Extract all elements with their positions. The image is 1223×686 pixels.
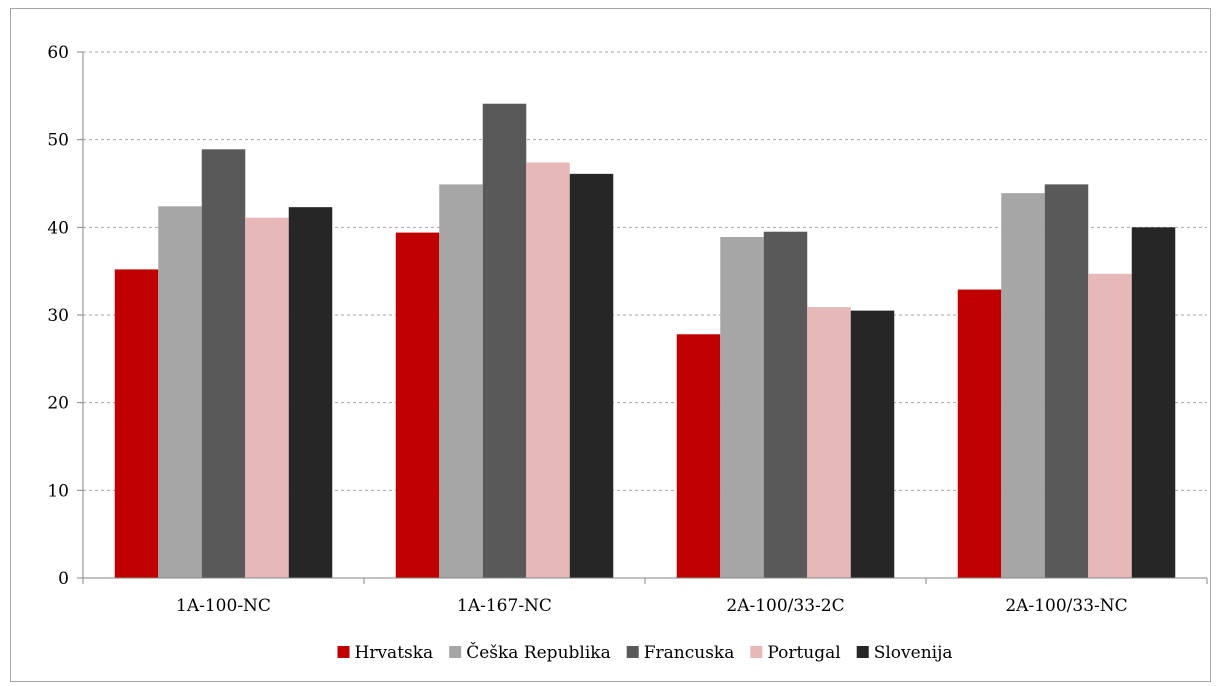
y-tick-label: 30 bbox=[47, 306, 69, 326]
y-tick-label: 20 bbox=[47, 394, 69, 414]
bar bbox=[957, 289, 1002, 578]
bar bbox=[1001, 193, 1045, 579]
legend: Hrvatska Češka Republika Francuska Portugal… bbox=[337, 642, 953, 663]
category-label: 2A-100/33-NC bbox=[1005, 596, 1127, 616]
y-tick-labels: 0 10 20 30 40 50 60 bbox=[47, 43, 69, 589]
bar bbox=[850, 310, 895, 578]
legend-item: Češka Republika bbox=[449, 642, 611, 663]
legend-item: Francuska bbox=[626, 643, 735, 663]
bar bbox=[288, 207, 333, 579]
bar bbox=[569, 173, 614, 578]
legend-item: Slovenija bbox=[856, 643, 953, 663]
bar bbox=[763, 231, 808, 578]
bar bbox=[114, 269, 159, 578]
legend-label: Slovenija bbox=[874, 643, 953, 663]
legend-swatch bbox=[750, 646, 763, 658]
legend-swatch bbox=[337, 646, 350, 658]
bar bbox=[1131, 227, 1176, 579]
bar bbox=[720, 236, 764, 578]
legend-swatch bbox=[626, 646, 639, 658]
y-tick-label: 50 bbox=[47, 131, 69, 151]
bar bbox=[526, 162, 570, 578]
category-label: 1A-100-NC bbox=[176, 596, 271, 616]
axes bbox=[77, 51, 1208, 584]
legend-label: Hrvatska bbox=[355, 643, 434, 663]
bar bbox=[676, 334, 721, 578]
legend-swatch bbox=[856, 646, 869, 658]
bar bbox=[245, 217, 289, 578]
category-label: 2A-100/33-2C bbox=[726, 596, 844, 616]
legend-item: Hrvatska bbox=[337, 643, 434, 663]
bar bbox=[395, 232, 440, 579]
legend-label: Portugal bbox=[767, 643, 840, 663]
bar bbox=[807, 307, 851, 578]
bar bbox=[1088, 273, 1132, 578]
legend-label: Francuska bbox=[644, 643, 735, 663]
bar bbox=[158, 206, 202, 578]
bar bbox=[201, 149, 246, 578]
y-tick-label: 40 bbox=[47, 218, 69, 238]
category-labels: 1A-100-NC 1A-167-NC 2A-100/33-2C 2A-100/33-… bbox=[176, 596, 1128, 616]
bar bbox=[1044, 184, 1089, 579]
category-label: 1A-167-NC bbox=[457, 596, 552, 616]
y-tick-label: 60 bbox=[47, 43, 69, 63]
legend-item: Portugal bbox=[750, 643, 841, 663]
legend-label: Češka Republika bbox=[466, 642, 611, 663]
bars bbox=[114, 103, 1176, 579]
bar bbox=[482, 103, 527, 579]
y-tick-label: 10 bbox=[47, 481, 69, 501]
bar bbox=[439, 184, 483, 579]
y-tick-label: 0 bbox=[58, 569, 69, 589]
legend-swatch bbox=[449, 646, 462, 658]
